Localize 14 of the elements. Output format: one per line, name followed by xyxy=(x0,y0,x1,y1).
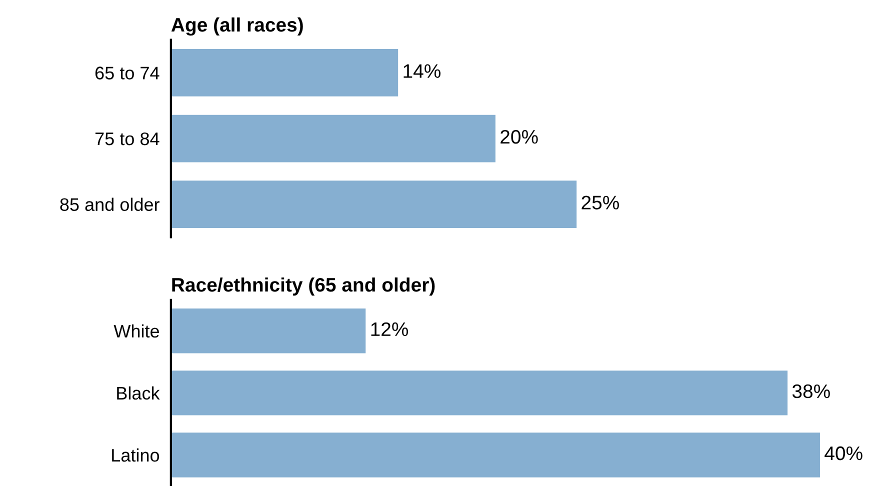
y-tick-label: 85 and older xyxy=(60,198,160,211)
y-tick-label: White xyxy=(114,324,159,338)
chart-title: Age (all races) xyxy=(171,17,303,36)
data-label: 14% xyxy=(404,64,440,78)
y-tick-label: Latino xyxy=(112,448,160,462)
data-label: 38% xyxy=(792,384,830,398)
y-tick-label: 75 to 84 xyxy=(95,132,160,146)
data-label: 20% xyxy=(500,130,538,144)
data-label: 25% xyxy=(582,196,619,210)
y-tick-label: Black xyxy=(117,386,160,400)
y-tick-label: 65 to 74 xyxy=(95,66,160,80)
chart-title: Race/ethnicity (65 and older) xyxy=(172,277,435,296)
data-label: 12% xyxy=(371,322,408,336)
data-label: 40% xyxy=(824,446,862,460)
